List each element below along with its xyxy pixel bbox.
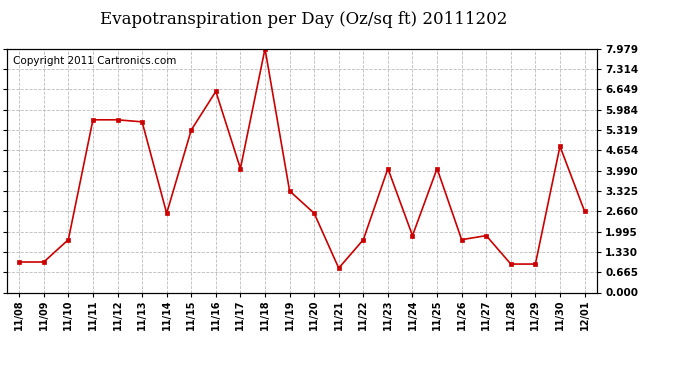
Text: Copyright 2011 Cartronics.com: Copyright 2011 Cartronics.com [13, 56, 176, 66]
Text: Evapotranspiration per Day (Oz/sq ft) 20111202: Evapotranspiration per Day (Oz/sq ft) 20… [100, 11, 507, 28]
